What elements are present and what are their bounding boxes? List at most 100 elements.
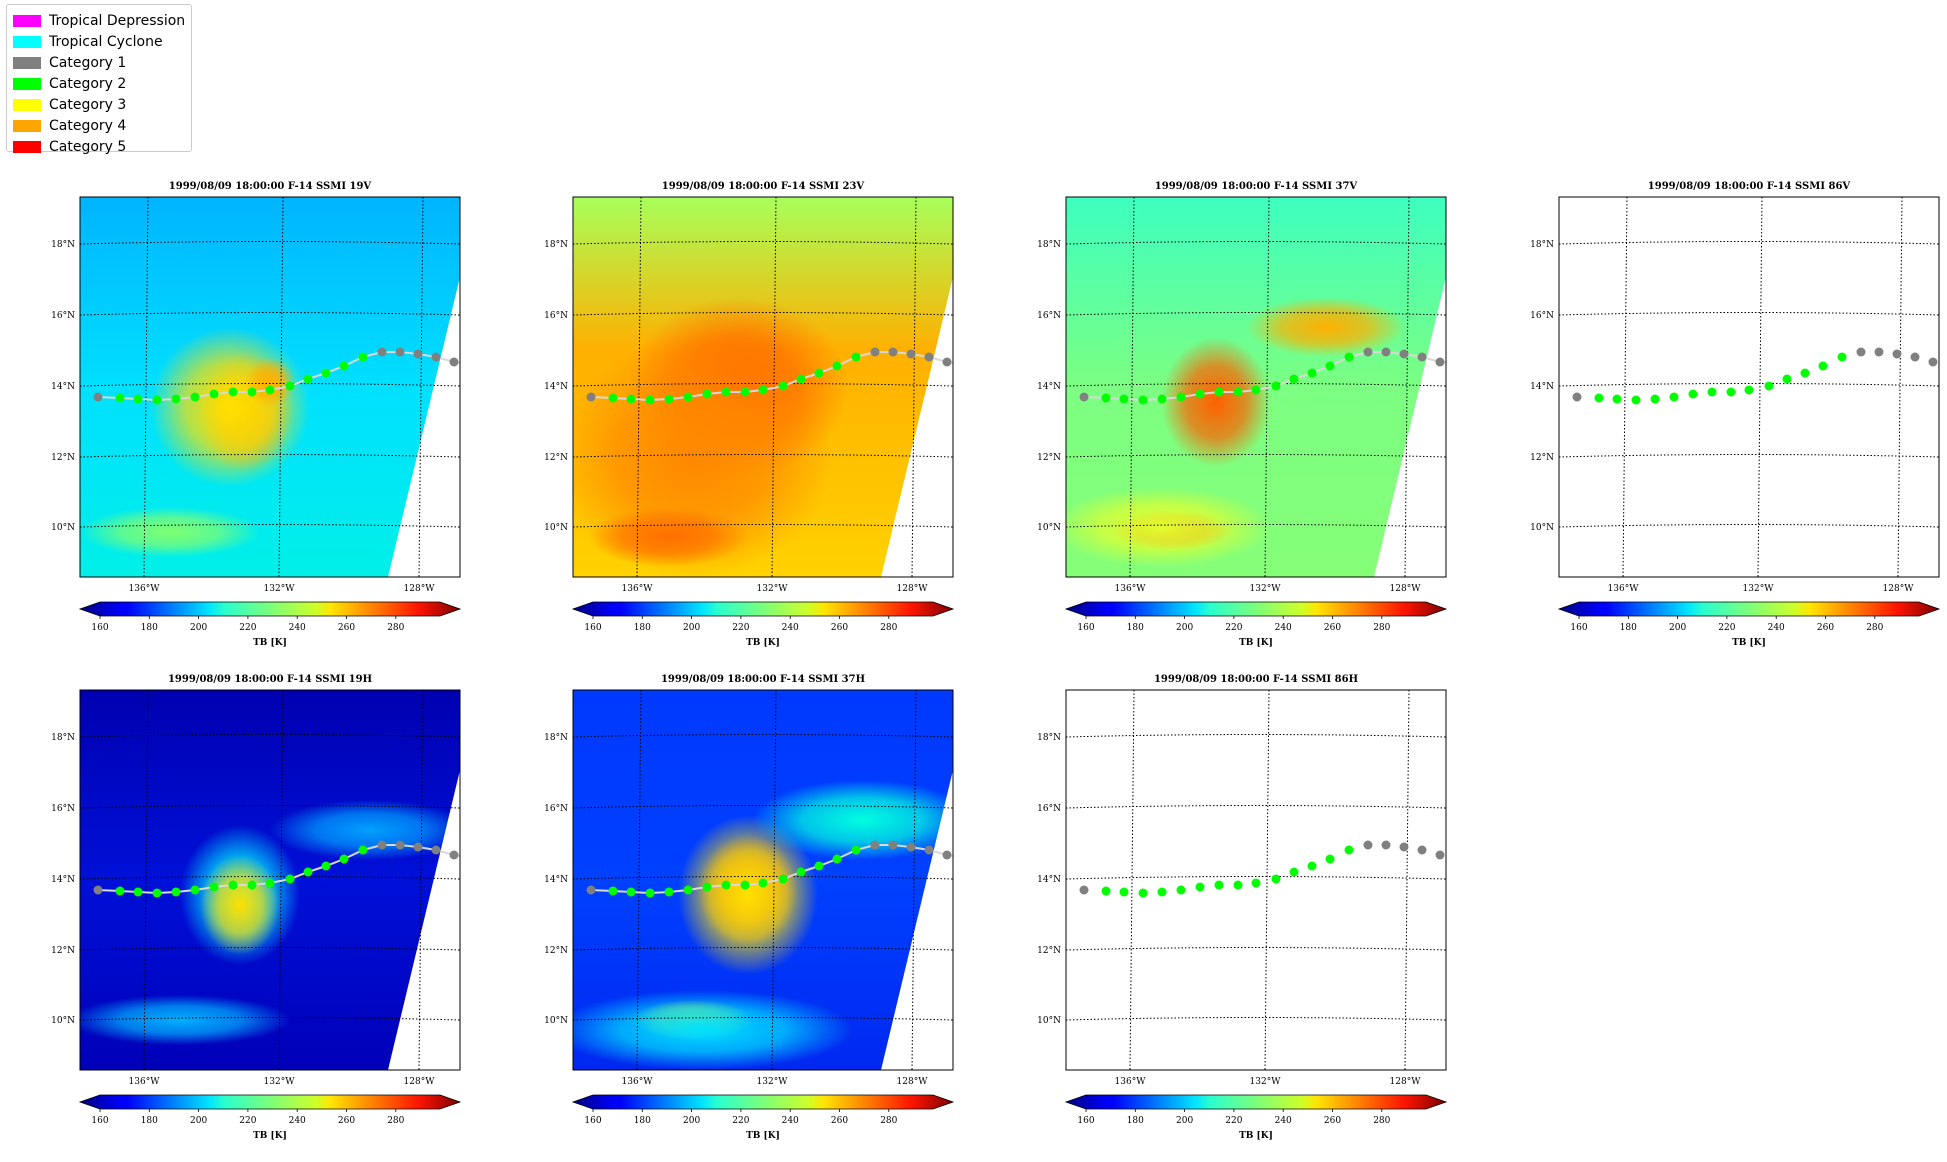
legend-label: Category 3: [49, 97, 127, 113]
legend-swatch: [13, 78, 41, 90]
track-point: [1251, 878, 1261, 888]
legend-item: Category 3: [13, 95, 126, 115]
colorbar-tick: 280: [387, 623, 404, 633]
track-point: [93, 392, 103, 402]
panel-title: 1999/08/09 18:00:00 F-14 SSMI 37V: [1155, 181, 1358, 192]
track-point: [152, 395, 162, 405]
track-point: [1176, 885, 1186, 895]
track-point: [449, 357, 459, 367]
track-point: [413, 842, 423, 852]
lon-label: 128°W: [897, 1077, 929, 1087]
track-point: [209, 389, 219, 399]
colorbar-tick: 160: [584, 623, 601, 633]
track-point: [796, 374, 806, 384]
lat-label: 12°N: [544, 946, 568, 956]
lat-label: 16°N: [544, 311, 568, 321]
lat-label: 10°N: [544, 523, 568, 533]
track-point: [851, 352, 861, 362]
track-point: [664, 394, 674, 404]
panel-title: 1999/08/09 18:00:00 F-14 SSMI 86V: [1648, 181, 1851, 192]
colorbar-tick: 200: [1176, 623, 1193, 633]
track-point: [870, 347, 880, 357]
track-point: [1233, 387, 1243, 397]
track-point: [740, 387, 750, 397]
track-point: [832, 854, 842, 864]
lat-label: 12°N: [544, 453, 568, 463]
legend-swatch: [13, 15, 41, 27]
track-point: [209, 882, 219, 892]
lat-label: 10°N: [51, 1016, 75, 1026]
colorbar-tick: 240: [1275, 623, 1292, 633]
track-point: [303, 374, 313, 384]
track-point: [1818, 361, 1828, 371]
track-point: [1271, 381, 1281, 391]
track-point: [608, 393, 618, 403]
track-point: [471, 854, 480, 863]
track-point: [778, 381, 788, 391]
track-point: [796, 867, 806, 877]
track-point: [1138, 888, 1148, 898]
colorbar-label: TB [K]: [1239, 1131, 1273, 1141]
track-point: [1101, 886, 1111, 896]
track-point: [1856, 347, 1866, 357]
lon-label: 132°W: [757, 1077, 789, 1087]
colorbar-tick: 260: [338, 1116, 355, 1126]
lon-label: 132°W: [757, 584, 789, 594]
colorbar-tick: 280: [387, 1116, 404, 1126]
track-point: [152, 888, 162, 898]
track-point: [1892, 349, 1902, 359]
map-panel: 1999/08/09 18:00:00 F-14 SSMI 86H 18°N 16°…: [1037, 674, 1447, 1087]
colorbar-tick: 280: [880, 623, 897, 633]
lat-label: 14°N: [1037, 382, 1061, 392]
track-point: [471, 361, 480, 370]
track-point: [721, 880, 731, 890]
lon-label: 136°W: [1115, 584, 1147, 594]
track-point: [247, 880, 257, 890]
colorbar-tick: 260: [1324, 1116, 1341, 1126]
track-point: [1119, 887, 1129, 897]
colorbar-tick: 240: [289, 1116, 306, 1126]
colorbar: 160 180 200 220 240 260 280 TB [K]: [1557, 601, 1941, 648]
track-point: [964, 854, 973, 863]
track-point: [285, 381, 295, 391]
track-point: [851, 845, 861, 855]
track-point: [1363, 347, 1373, 357]
track-point: [870, 840, 880, 850]
track-point: [702, 389, 712, 399]
lon-label: 132°W: [1743, 584, 1775, 594]
track-point: [431, 845, 441, 855]
legend-label: Category 2: [49, 76, 127, 92]
legend-swatch: [13, 99, 41, 111]
legend-item: Category 4: [13, 116, 126, 136]
lon-label: 128°W: [897, 584, 929, 594]
legend-item: Category 1: [13, 53, 126, 73]
track-point: [1650, 394, 1660, 404]
lat-label: 14°N: [1530, 382, 1554, 392]
lat-label: 10°N: [51, 523, 75, 533]
lat-label: 18°N: [544, 733, 568, 743]
legend-item: Tropical Depression: [13, 11, 185, 31]
track-point: [1251, 385, 1261, 395]
panel-title: 1999/08/09 18:00:00 F-14 SSMI 86H: [1154, 674, 1358, 685]
colorbar-label: TB [K]: [253, 638, 287, 648]
colorbar-tick: 280: [1373, 623, 1390, 633]
track-point: [645, 395, 655, 405]
track-point: [1744, 385, 1754, 395]
colorbar: 160 180 200 220 240 260 280 TB [K]: [571, 601, 955, 648]
track-point: [1325, 361, 1335, 371]
track-point: [1612, 394, 1622, 404]
track-point: [1157, 394, 1167, 404]
track-point: [190, 885, 200, 895]
lat-label: 18°N: [51, 733, 75, 743]
track-point: [377, 840, 387, 850]
track-point: [1726, 387, 1736, 397]
lon-label: 136°W: [1608, 584, 1640, 594]
track-point: [1138, 395, 1148, 405]
colorbar-tick: 200: [683, 1116, 700, 1126]
colorbar-label: TB [K]: [746, 1131, 780, 1141]
lon-label: 136°W: [622, 1077, 654, 1087]
colorbar-tick: 220: [239, 1116, 256, 1126]
colorbar-tick: 160: [91, 623, 108, 633]
track-point: [1325, 854, 1335, 864]
track-point: [586, 885, 596, 895]
